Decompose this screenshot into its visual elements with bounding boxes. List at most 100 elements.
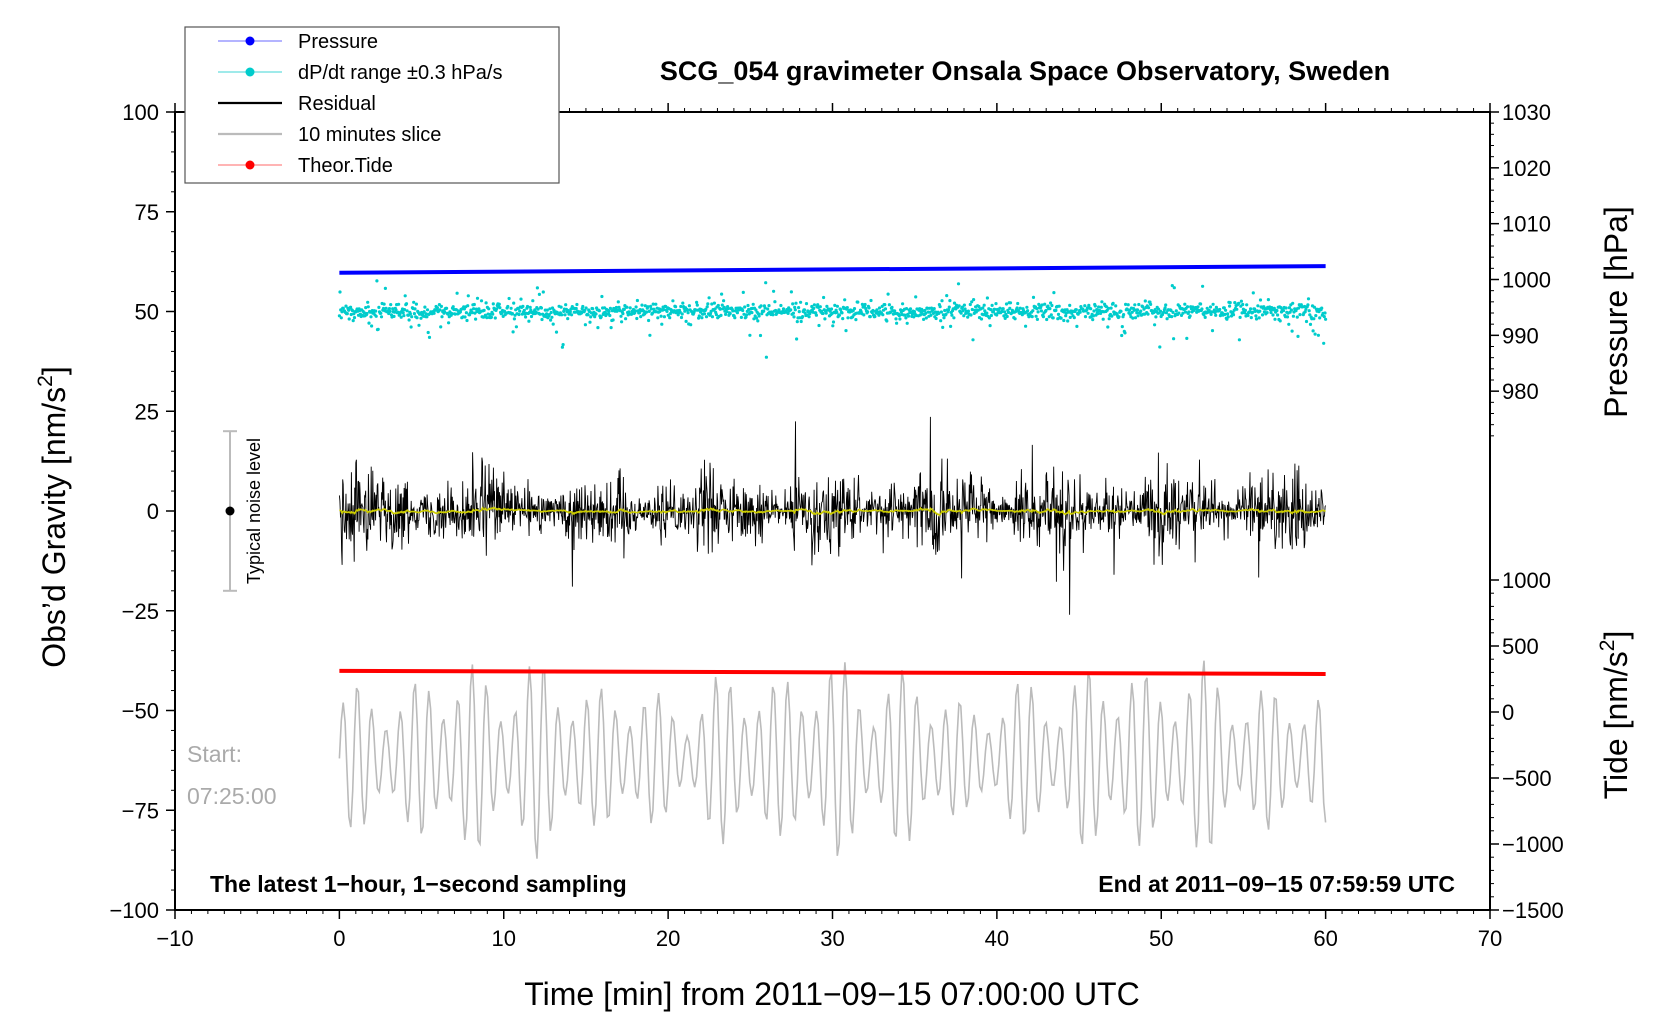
dpdt-point <box>419 316 423 320</box>
dpdt-point <box>794 301 798 305</box>
dpdt-point <box>1031 295 1036 299</box>
y-axis-gravity-label-end: ] <box>36 366 72 375</box>
legend-marker <box>245 67 255 77</box>
dpdt-point <box>1196 305 1200 309</box>
dpdt-point <box>522 308 526 312</box>
dpdt-point <box>1317 310 1321 314</box>
y-axis-pressure-label: Pressure [hPa] <box>1598 206 1634 418</box>
dpdt-point <box>960 305 965 309</box>
dpdt-point <box>341 306 345 310</box>
dpdt-point <box>905 321 909 325</box>
dpdt-point <box>548 307 552 311</box>
dpdt-point <box>491 312 495 316</box>
chart-title: SCG_054 gravimeter Onsala Space Observat… <box>660 56 1390 86</box>
dpdt-point <box>410 315 414 319</box>
dpdt-point <box>1164 303 1168 307</box>
series-residual-smooth <box>339 506 1326 516</box>
dpdt-point <box>1289 308 1293 312</box>
dpdt-point <box>1241 302 1245 307</box>
dpdt-point <box>1059 316 1063 320</box>
dpdt-point <box>929 313 933 317</box>
dpdt-point <box>871 308 875 313</box>
dpdt-point <box>1278 319 1282 323</box>
dpdt-point <box>514 325 519 329</box>
dpdt-point <box>474 317 478 321</box>
dpdt-point <box>1106 325 1110 329</box>
dpdt-point <box>405 309 409 313</box>
dpdt-point <box>1214 313 1218 317</box>
dpdt-point <box>662 315 667 319</box>
dpdt-point <box>338 290 342 294</box>
x-tick-label: 20 <box>656 926 680 951</box>
y-axis-gravity-label: Obs’d Gravity [nm/s2] <box>34 366 72 668</box>
dpdt-point <box>1203 315 1207 319</box>
dpdt-point <box>412 300 416 304</box>
dpdt-point <box>1275 309 1279 313</box>
dpdt-point <box>781 307 786 311</box>
dpdt-point <box>817 323 821 328</box>
dpdt-point <box>840 311 844 315</box>
dpdt-point <box>895 321 899 325</box>
dpdt-point <box>659 314 663 318</box>
dpdt-point <box>731 309 735 313</box>
series-dpdt <box>337 279 1328 359</box>
dpdt-point <box>1276 313 1280 317</box>
dpdt-point <box>1162 310 1166 314</box>
dpdt-point <box>584 306 588 310</box>
dpdt-point <box>588 320 592 324</box>
dpdt-point <box>1111 301 1115 305</box>
dpdt-point <box>1165 317 1169 321</box>
dpdt-point <box>898 317 902 321</box>
dpdt-point <box>477 307 481 311</box>
dpdt-point <box>1156 307 1161 311</box>
dpdt-point <box>1083 304 1087 308</box>
dpdt-point <box>389 303 393 307</box>
dpdt-point <box>1013 317 1017 321</box>
dpdt-point <box>922 317 926 321</box>
dpdt-point <box>529 314 534 319</box>
dpdt-point <box>797 306 801 310</box>
dpdt-point <box>814 313 819 317</box>
dpdt-point <box>366 300 370 304</box>
y-tick-label: 75 <box>135 200 159 225</box>
series-residual <box>338 416 1327 615</box>
dpdt-point <box>596 326 600 330</box>
dpdt-point <box>1095 308 1099 312</box>
dpdt-point <box>990 303 994 307</box>
dpdt-point <box>869 298 873 303</box>
dpdt-point <box>1052 291 1056 295</box>
dpdt-point <box>634 305 638 309</box>
dpdt-point <box>394 308 398 312</box>
dpdt-point <box>1119 309 1123 313</box>
dpdt-point <box>1099 305 1103 309</box>
dpdt-point <box>1303 310 1307 314</box>
dpdt-point <box>812 303 817 307</box>
dpdt-point <box>1183 310 1188 314</box>
pressure-tick-label: 1030 <box>1502 100 1551 125</box>
dpdt-point <box>375 279 379 283</box>
dpdt-point <box>472 307 476 311</box>
dpdt-point <box>425 308 430 312</box>
dpdt-point <box>446 312 450 316</box>
dpdt-point <box>681 301 685 305</box>
dpdt-point <box>987 316 992 320</box>
dpdt-point <box>1306 297 1311 301</box>
dpdt-point <box>1008 301 1013 305</box>
dpdt-point <box>654 302 658 306</box>
dpdt-point <box>779 303 783 308</box>
dpdt-point <box>1000 309 1004 314</box>
dpdt-point <box>1281 309 1286 313</box>
dpdt-point <box>391 307 395 311</box>
dpdt-point <box>1322 341 1326 345</box>
dpdt-point <box>685 308 690 312</box>
dpdt-point <box>966 315 970 319</box>
dpdt-point <box>440 315 444 319</box>
dpdt-point <box>949 324 953 328</box>
dpdt-point <box>993 307 997 311</box>
dpdt-point <box>1174 309 1178 313</box>
dpdt-point <box>1018 306 1022 310</box>
dpdt-point <box>863 302 867 307</box>
dpdt-point <box>684 319 688 323</box>
dpdt-point <box>581 304 585 309</box>
dpdt-point <box>1320 306 1324 310</box>
